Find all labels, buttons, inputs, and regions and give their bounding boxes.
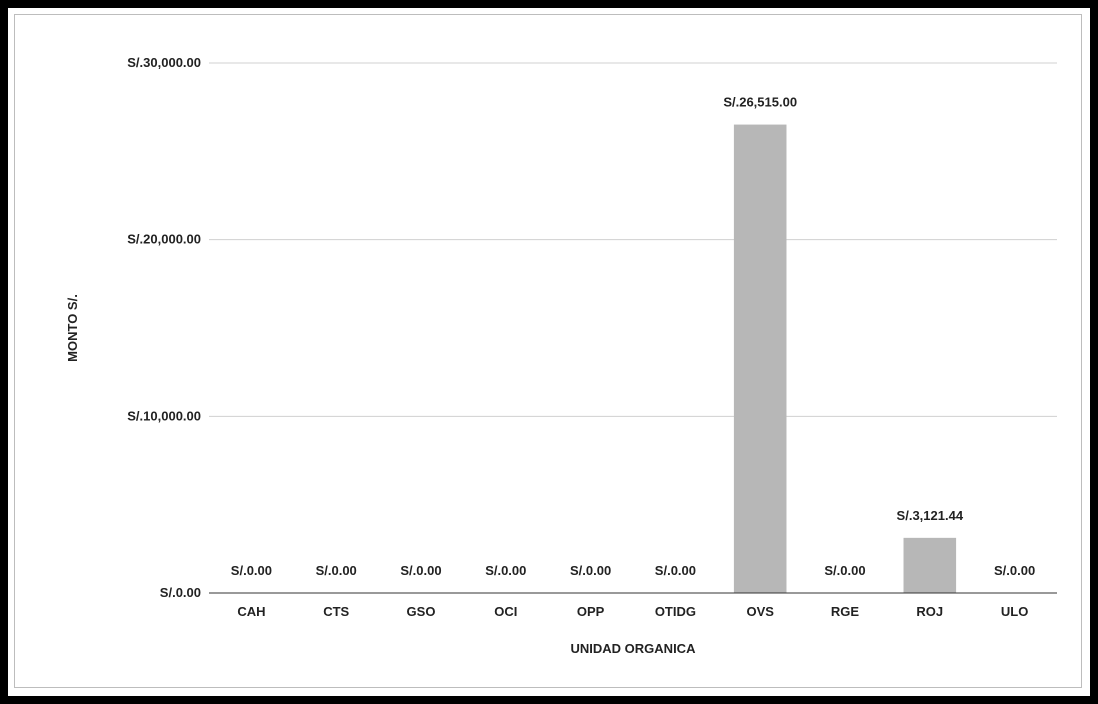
chart-frame: S/.0.00 S/.10,000.00 S/.20,000.00 S/.30,000… (8, 8, 1090, 696)
x-tick-label-cts: CTS (323, 604, 349, 619)
x-tick-label-gso: GSO (407, 604, 436, 619)
bar-ovs (733, 124, 787, 594)
x-tick-label-ulo: ULO (1001, 604, 1028, 619)
y-axis-title: MONTO S/. (65, 294, 80, 362)
y-axis-ticks: S/.0.00 S/.10,000.00 S/.20,000.00 S/.30,000… (127, 55, 201, 600)
data-label-gso: S/.0.00 (400, 563, 441, 578)
data-label-otidg: S/.0.00 (655, 563, 696, 578)
y-tick-label: S/.30,000.00 (127, 55, 201, 70)
x-tick-label-otidg: OTIDG (655, 604, 696, 619)
bar-roj (903, 537, 957, 593)
data-label-ulo: S/.0.00 (994, 563, 1035, 578)
x-axis-ticks: CAH CTS GSO OCI OPP OTIDG OVS RGE ROJ ULO (237, 604, 1028, 619)
x-axis-title: UNIDAD ORGANICA (571, 641, 697, 656)
bar-chart: S/.0.00 S/.10,000.00 S/.20,000.00 S/.30,000… (65, 55, 1057, 656)
data-labels: S/.0.00 S/.0.00 S/.0.00 S/.0.00 S/.0.00 S/.0.… (231, 95, 1035, 578)
data-label-roj: S/.3,121.44 (897, 508, 964, 523)
data-label-cts: S/.0.00 (316, 563, 357, 578)
data-label-rge: S/.0.00 (824, 563, 865, 578)
data-label-ovs: S/.26,515.00 (723, 95, 797, 110)
bars (733, 124, 957, 594)
data-label-cah: S/.0.00 (231, 563, 272, 578)
x-tick-label-opp: OPP (577, 604, 605, 619)
x-tick-label-cah: CAH (237, 604, 265, 619)
x-tick-label-ovs: OVS (746, 604, 774, 619)
x-tick-label-roj: ROJ (916, 604, 943, 619)
y-tick-label: S/.0.00 (160, 585, 201, 600)
y-tick-label: S/.10,000.00 (127, 408, 201, 423)
data-label-oci: S/.0.00 (485, 563, 526, 578)
gridlines (209, 62, 1057, 417)
x-tick-label-oci: OCI (494, 604, 517, 619)
data-label-opp: S/.0.00 (570, 563, 611, 578)
chart-panel: S/.0.00 S/.10,000.00 S/.20,000.00 S/.30,000… (14, 14, 1082, 688)
y-tick-label: S/.20,000.00 (127, 232, 201, 247)
x-tick-label-rge: RGE (831, 604, 860, 619)
